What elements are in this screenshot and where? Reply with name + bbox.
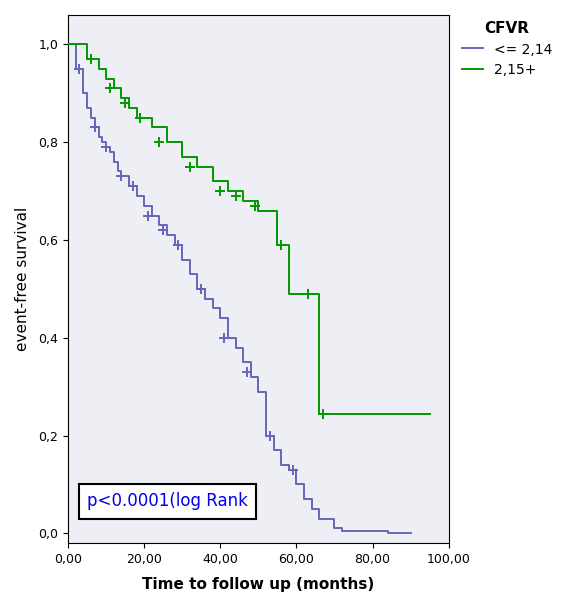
X-axis label: Time to follow up (months): Time to follow up (months) <box>142 577 374 592</box>
Text: p<0.0001(log Rank: p<0.0001(log Rank <box>87 492 248 510</box>
Y-axis label: event-free survival: event-free survival <box>15 207 30 351</box>
Legend: <= 2,14, 2,15+: <= 2,14, 2,15+ <box>456 15 558 83</box>
